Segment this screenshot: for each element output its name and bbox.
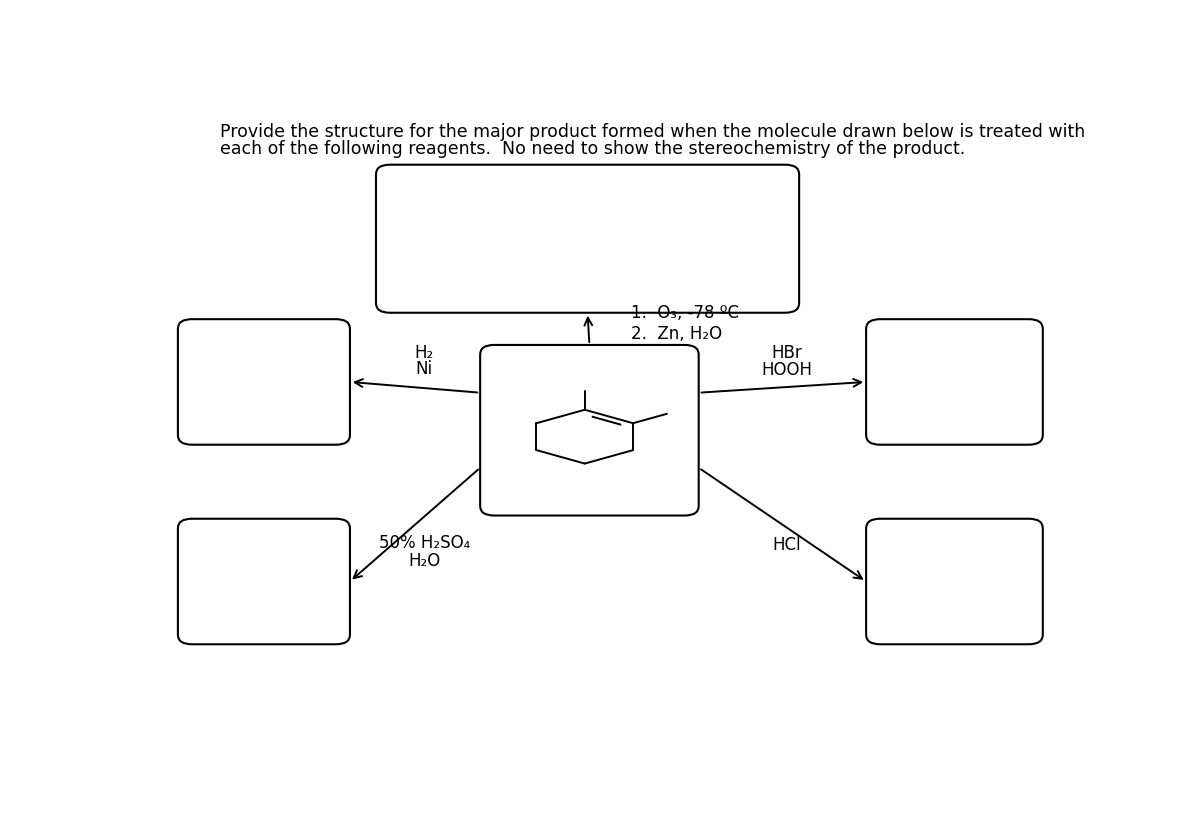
FancyBboxPatch shape [480, 345, 698, 516]
FancyBboxPatch shape [178, 319, 350, 445]
FancyBboxPatch shape [178, 518, 350, 645]
Text: HOOH: HOOH [762, 361, 812, 379]
Text: 1.  O₃, -78 ºC: 1. O₃, -78 ºC [631, 303, 739, 322]
Text: HBr: HBr [772, 344, 803, 362]
Text: HCl: HCl [773, 536, 802, 554]
Text: each of the following reagents.  No need to show the stereochemistry of the prod: each of the following reagents. No need … [220, 140, 965, 158]
FancyBboxPatch shape [376, 165, 799, 313]
Text: 50% H₂SO₄: 50% H₂SO₄ [379, 534, 470, 553]
Text: Provide the structure for the major product formed when the molecule drawn below: Provide the structure for the major prod… [220, 123, 1085, 140]
Text: 2.  Zn, H₂O: 2. Zn, H₂O [631, 325, 722, 343]
FancyBboxPatch shape [866, 319, 1043, 445]
Text: Ni: Ni [415, 359, 433, 378]
Text: H₂: H₂ [415, 344, 434, 362]
FancyBboxPatch shape [866, 518, 1043, 645]
Text: H₂O: H₂O [408, 552, 440, 569]
